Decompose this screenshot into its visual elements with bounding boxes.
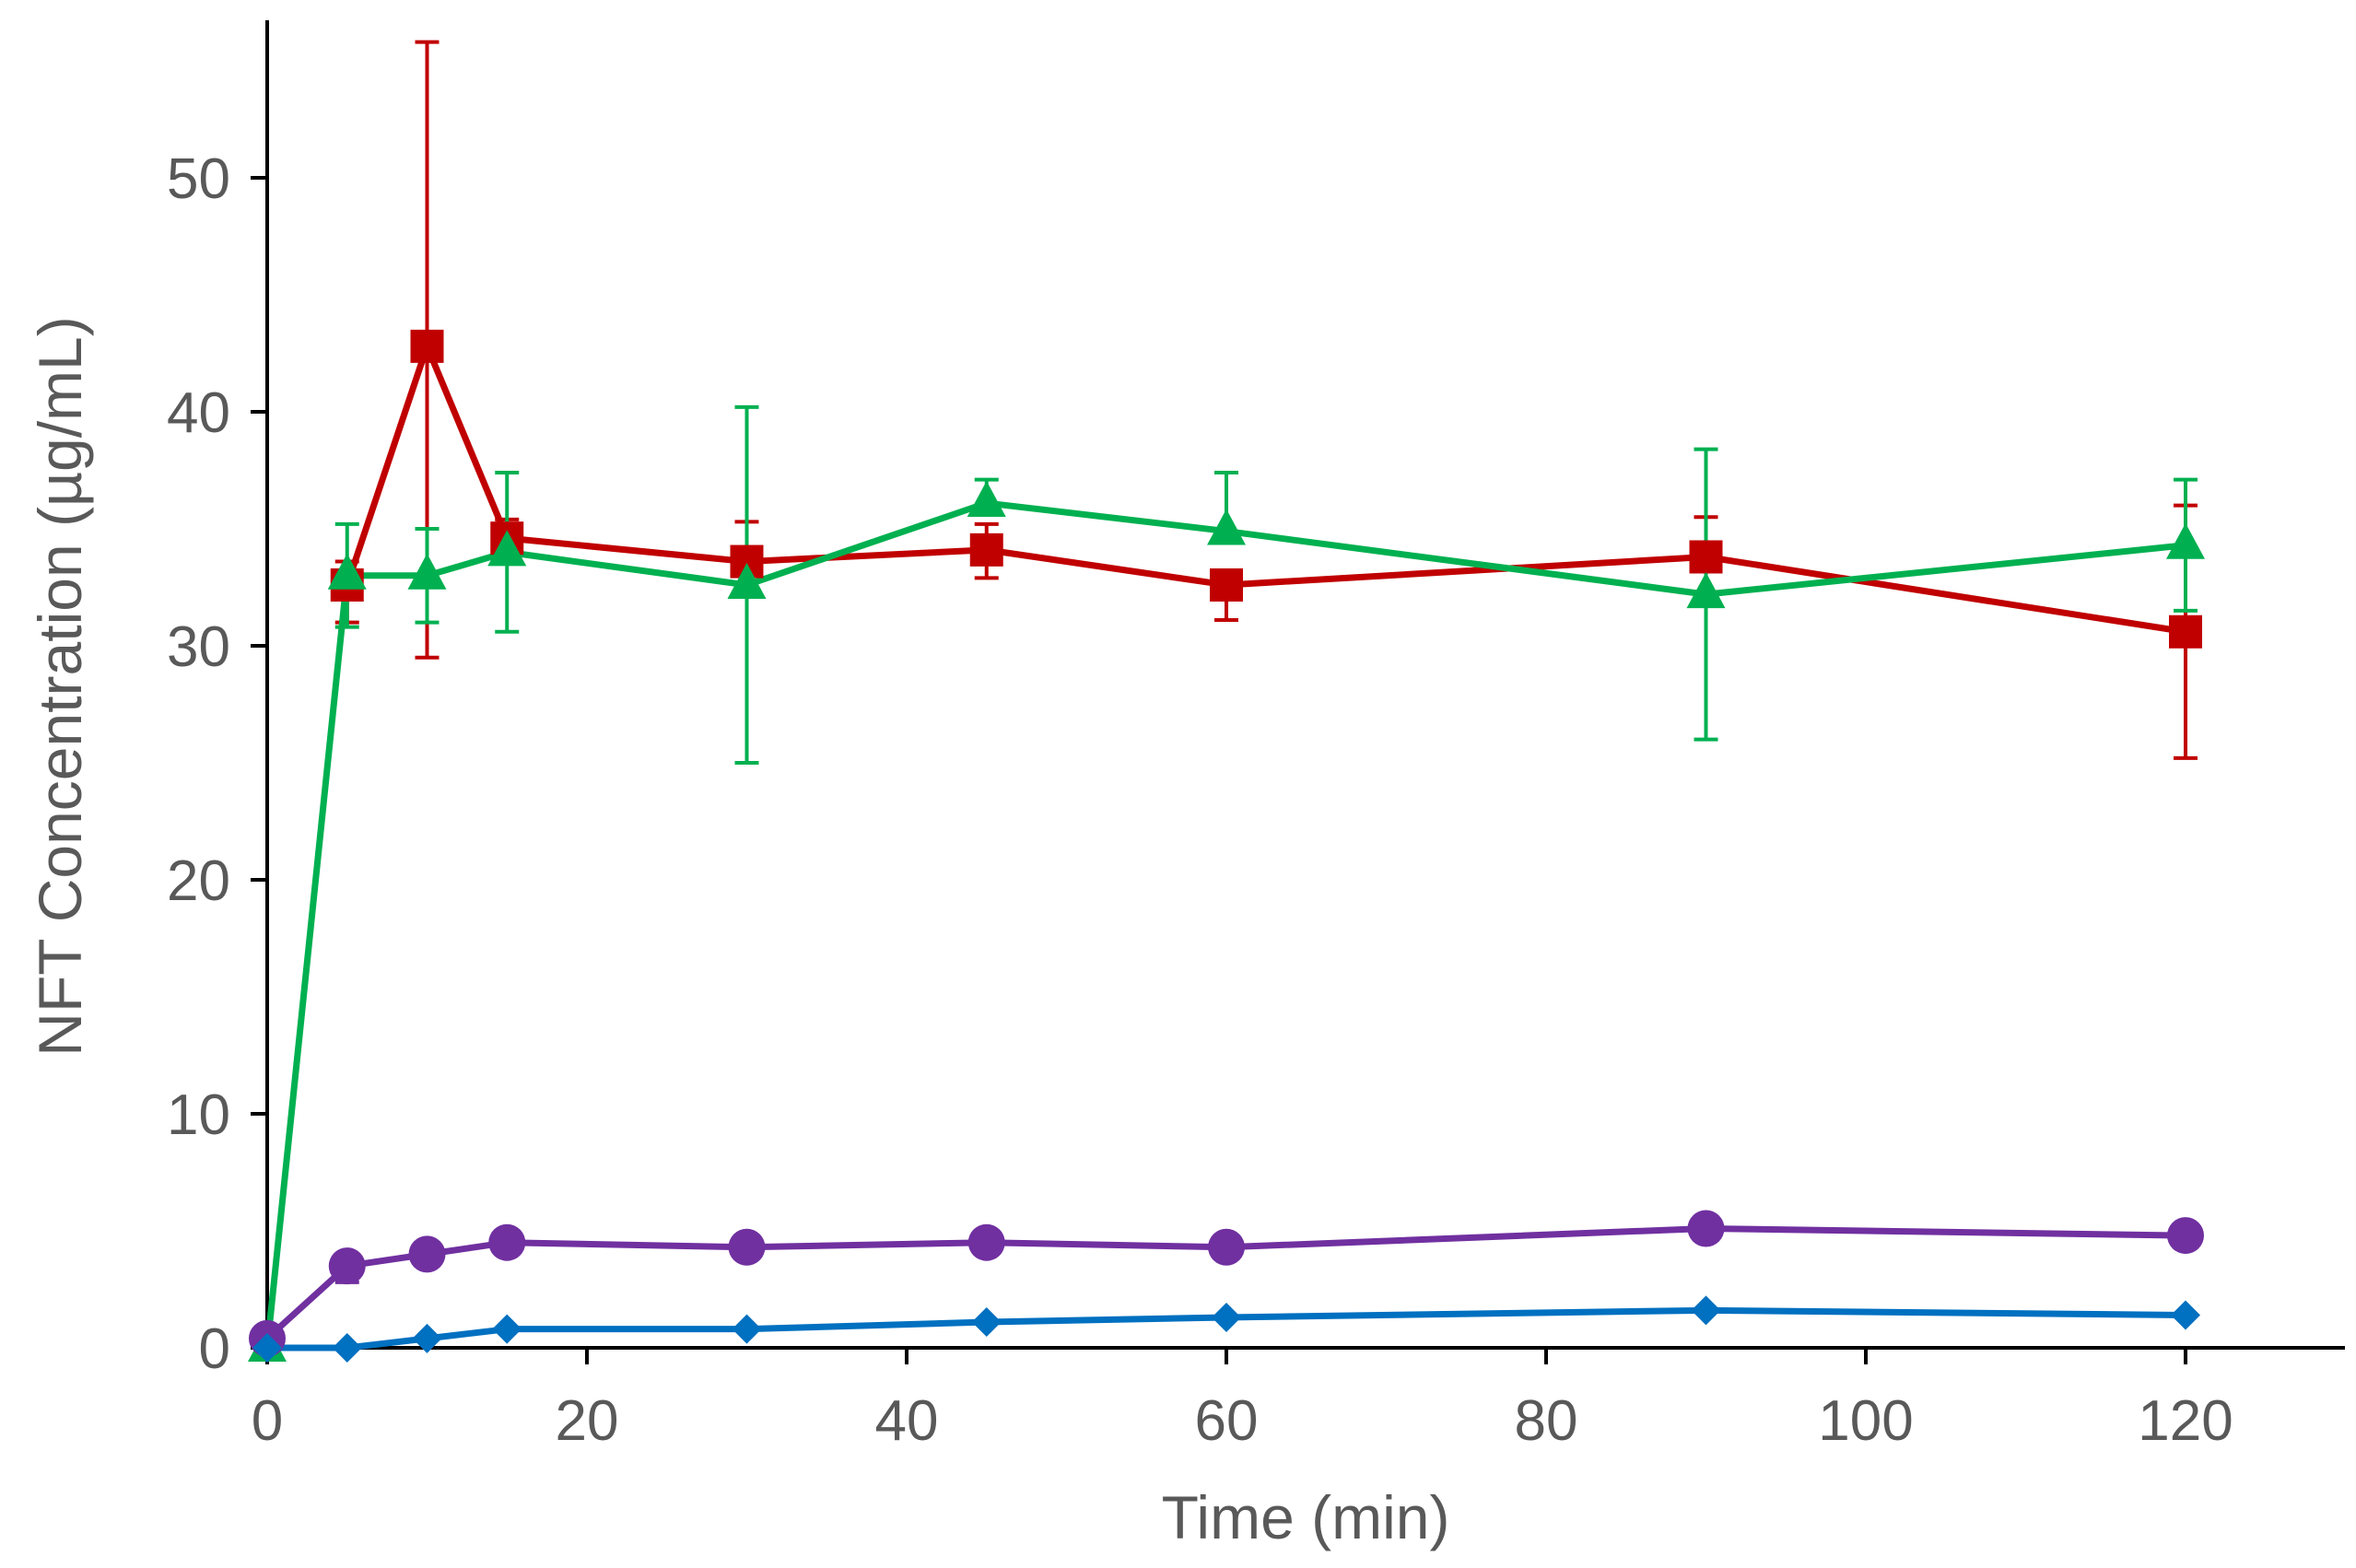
x-tick-label: 60 [1195, 1389, 1259, 1453]
green-triangle-point [487, 530, 527, 567]
red-square-point [1210, 568, 1243, 602]
x-tick-label: 120 [2138, 1389, 2233, 1453]
blue-diamond-point [492, 1314, 522, 1344]
x-tick-label: 20 [556, 1389, 619, 1453]
green-triangle-point [407, 553, 447, 590]
green-triangle-point [967, 481, 1006, 518]
x-tick-label: 40 [875, 1389, 939, 1453]
ticks: 0 20 40 60 80 100 120 0 10 20 30 40 50 [167, 147, 2233, 1453]
y-tick-label: 50 [167, 147, 230, 211]
blue-diamond-point [732, 1314, 762, 1344]
blue-diamond-point [2171, 1300, 2200, 1330]
y-tick-label: 30 [167, 615, 230, 679]
purple-circle-point [728, 1228, 766, 1266]
green-triangle-point [727, 562, 767, 599]
blue-diamond-point [1212, 1302, 1241, 1332]
series-markers [248, 329, 2205, 1363]
green-triangle-point [1686, 572, 1726, 609]
axes [265, 20, 2345, 1350]
x-tick-label: 100 [1818, 1389, 1913, 1453]
purple-circle-point [1687, 1210, 1725, 1247]
green-triangle-point [1207, 509, 1246, 545]
y-tick-label: 20 [167, 849, 230, 913]
y-tick-label: 40 [167, 381, 230, 445]
y-tick-label: 0 [199, 1317, 230, 1381]
error-bars [334, 40, 2198, 1284]
green-triangle-point [327, 553, 367, 590]
purple-circle-point [1208, 1228, 1245, 1266]
x-axis-title: Time (min) [1162, 1483, 1450, 1551]
green-triangle-point [2166, 522, 2205, 559]
x-tick-label: 0 [252, 1389, 283, 1453]
red-square-point [410, 329, 444, 363]
purple-circle-point [488, 1223, 526, 1261]
y-tick-label: 10 [167, 1083, 230, 1147]
red-square-point [1689, 540, 1723, 574]
blue-diamond-point [971, 1307, 1002, 1338]
purple-circle-point [967, 1223, 1005, 1261]
purple-circle-point [408, 1235, 446, 1273]
purple-circle-point [2167, 1217, 2204, 1255]
blue-diamond-point [252, 1333, 282, 1363]
blue-diamond-point [1691, 1295, 1721, 1326]
red-square-point [2169, 614, 2202, 649]
red-square-line [344, 343, 2186, 636]
x-tick-label: 80 [1515, 1389, 1578, 1453]
blue-diamond-point [332, 1333, 362, 1363]
red-square-point [969, 532, 1003, 567]
y-axis-title: NFT Concentration (µg/mL) [26, 316, 94, 1056]
green-triangle-line [264, 499, 2186, 1349]
blue-diamond-point [412, 1323, 442, 1353]
purple-circle-point [328, 1247, 366, 1285]
